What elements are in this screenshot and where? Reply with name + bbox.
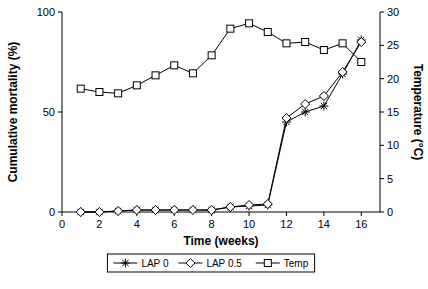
x-tick [361,212,362,216]
point [245,201,254,210]
point [264,29,271,36]
point [151,206,160,215]
series-line [81,42,362,212]
legend-marker [186,259,195,268]
y2-tick-label: 20 [387,73,399,85]
axes: 0 2 4 6 8 10 12 14 16 0 50 100 0 5 10 15 20 25 30 [37,6,400,230]
point [77,85,84,92]
x-tick-label: 16 [355,218,367,230]
point [319,102,328,111]
y-tick-label: 100 [37,6,55,18]
x-tick-label: 6 [171,218,177,230]
y2-tick [380,45,384,46]
point [246,20,253,27]
x-tick-label: 4 [134,218,140,230]
y2-tick-label: 10 [387,139,399,151]
x-tick-label: 14 [318,218,330,230]
series-line [81,23,362,93]
x-tick-label: 10 [243,218,255,230]
point [188,206,197,215]
point [282,114,291,123]
point [226,203,235,212]
point [95,208,104,217]
legend-label: Temp [284,258,309,269]
point [132,206,141,215]
x-tick [62,212,63,216]
point [227,25,234,32]
point [151,206,160,215]
y2-tick [380,145,384,146]
x-tick-label: 2 [96,218,102,230]
y-tick [58,212,62,213]
point [263,201,272,210]
y2-tick-label: 30 [387,6,399,18]
y2-tick [380,178,384,179]
point [171,62,178,69]
y2-tick [380,112,384,113]
point [339,40,346,47]
point [301,100,310,109]
y2-tick-label: 5 [387,173,393,185]
chart: 0 2 4 6 8 10 12 14 16 0 50 100 0 5 10 15 20 25 30 Time (wee… [0,0,428,289]
point [302,39,309,46]
point [133,82,140,89]
point [132,206,141,215]
legend-marker [264,260,271,267]
point [76,208,85,217]
y2-tick-label: 25 [387,39,399,51]
y-tick-label: 0 [49,206,55,218]
point [338,68,347,77]
point [263,200,272,209]
point [189,70,196,77]
point [283,40,290,47]
point [319,92,328,101]
y2-tick-label: 0 [387,206,393,218]
legend-label: LAP 0.5 [206,258,242,269]
point [76,208,85,217]
point [358,59,365,66]
y2-tick [380,78,384,79]
point [170,206,179,215]
x-axis-title: Time (weeks) [183,234,258,248]
legend-label: LAP 0 [141,258,168,269]
point [207,206,216,215]
point [114,207,123,216]
point [208,52,215,59]
point [357,38,366,47]
point [152,72,159,79]
point [170,206,179,215]
point [245,202,254,211]
legend-marker [121,259,130,268]
data [76,20,366,217]
x-tick [286,212,287,216]
point [115,90,122,97]
y-tick-label: 50 [43,106,55,118]
y-tick [58,112,62,113]
x-tick [323,212,324,216]
y2-tick [380,212,384,213]
point [95,208,104,217]
point [114,207,123,216]
series-line [81,40,362,212]
x-tick [249,212,250,216]
y2-tick [380,12,384,13]
point [96,89,103,96]
y-axis-title: Cumulative mortality (%) [6,42,20,183]
point [226,203,235,212]
x-tick-label: 8 [209,218,215,230]
y-tick [58,12,62,13]
y2-tick-label: 15 [387,106,399,118]
legend-box [107,254,314,272]
point [320,47,327,54]
x-tick-label: 0 [59,218,65,230]
legend: LAP 0 LAP 0.5 Temp [107,254,314,272]
y2-axis-title: Temperature (°C) [411,64,425,161]
point [188,206,197,215]
x-tick-label: 12 [280,218,292,230]
point [207,206,216,215]
